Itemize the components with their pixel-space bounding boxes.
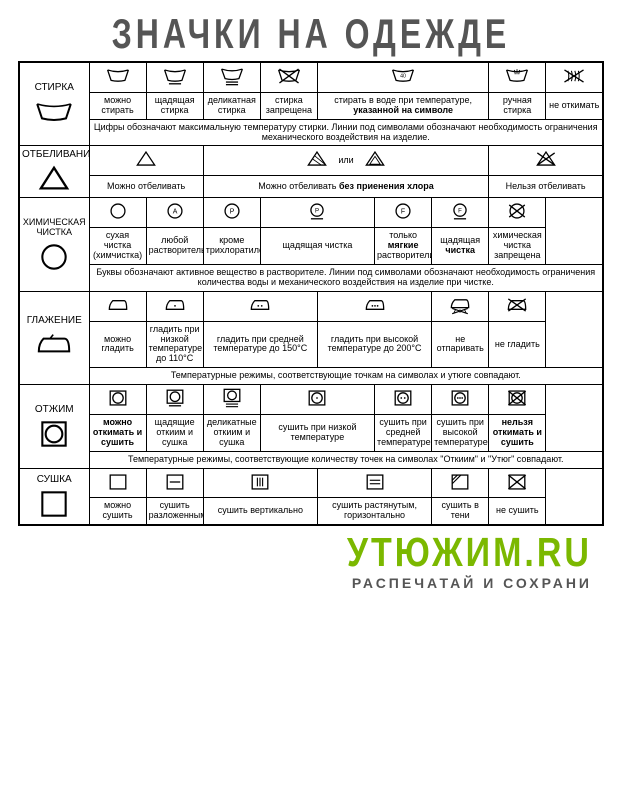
bleach-nocl-icon: или [203, 146, 489, 176]
dry-icon-5 [489, 468, 546, 498]
spin-icon-3 [260, 385, 374, 415]
bleach-ok-icon [89, 146, 203, 176]
page-title: ЗНАЧКИ НА ОДЕЖДЕ [18, 10, 604, 58]
spin-label-4: сушить при средней температуре [375, 415, 432, 452]
bleach-label-2: Нельзя отбеливать [489, 176, 603, 198]
iron-icon-4 [432, 291, 489, 321]
wash-label-5: ручная стирка [489, 92, 546, 119]
wash-label-0: можно стирать [89, 92, 146, 119]
wash-nowring-icon [546, 62, 603, 92]
svg-text:F: F [401, 209, 405, 216]
svg-text:40: 40 [400, 74, 406, 80]
symbols-table: СТИРКА 40 можно стирать щадящая стирка д… [18, 61, 604, 526]
svg-text:P: P [229, 209, 234, 216]
dc-label-0: сухая чистка (химчистка) [89, 228, 146, 265]
dry-icon-0 [89, 468, 146, 498]
dc-icon-3: P [260, 198, 374, 228]
dry-label-2: сушить вертикально [203, 498, 317, 525]
wash-gentle-icon [146, 62, 203, 92]
iron-label-5: не гладить [489, 321, 546, 368]
row-header-spin: ОТЖИМ [19, 385, 89, 468]
wash-ok-icon [89, 62, 146, 92]
wash-label-4: стирать в воде при температуре,указанной… [317, 92, 488, 119]
iron-icon-2 [203, 291, 317, 321]
spin-icon-5 [432, 385, 489, 415]
dc-note: Буквы обозначают активное вещество в рас… [89, 265, 603, 292]
spin-icon-1 [146, 385, 203, 415]
svg-text:P: P [315, 209, 319, 215]
spin-note: Температурные режимы, соответствующие ко… [89, 451, 603, 468]
svg-text:F: F [458, 209, 462, 215]
dry-icon-2 [203, 468, 317, 498]
wash-label-3: стирка запрещена [260, 92, 317, 119]
dc-label-6: химическая чистка запрещена [489, 228, 546, 265]
dry-label-1: сушить разложенным [146, 498, 203, 525]
spin-label-1: щадящие откиим и сушка [146, 415, 203, 452]
dc-label-3: щадящая чистка [260, 228, 374, 265]
dry-label-3: сушить растянутым, горизонтально [317, 498, 431, 525]
dc-icon-5: F [432, 198, 489, 228]
wash-icon [22, 97, 87, 127]
bleach-label-1: Можно отбеливать без приенения хлора [203, 176, 489, 198]
svg-text:A: A [172, 209, 177, 216]
row-header-bleach: ОТБЕЛИВАНИЕ [19, 146, 89, 198]
dc-icon-0 [89, 198, 146, 228]
wash-delicate-icon [203, 62, 260, 92]
iron-icon-3 [317, 291, 431, 321]
wash-label-2: деликатная стирка [203, 92, 260, 119]
iron-icon-1 [146, 291, 203, 321]
footer: УТЮЖИМ.RU РАСПЕЧАТАЙ И СОХРАНИ [18, 534, 604, 591]
iron-icon [22, 330, 87, 360]
dry-icon-1 [146, 468, 203, 498]
dry-label-0: можно сушить [89, 498, 146, 525]
iron-icon-5 [489, 291, 546, 321]
iron-label-2: гладить при средней температуре до 150°C [203, 321, 317, 368]
dc-label-4: только мягкие растворители [375, 228, 432, 265]
spin-label-6: нельзя откимать и сушить [489, 415, 546, 452]
row-header-wash: СТИРКА [19, 62, 89, 146]
dc-icon-4: F [375, 198, 432, 228]
dry-icon [22, 489, 87, 519]
spin-icon-0 [89, 385, 146, 415]
footer-url: УТЮЖИМ.RU [18, 530, 592, 577]
wash-hand-icon [489, 62, 546, 92]
footer-sub: РАСПЕЧАТАЙ И СОХРАНИ [18, 575, 592, 591]
iron-icon-0 [89, 291, 146, 321]
dry-icon-3 [317, 468, 431, 498]
spin-icon [22, 419, 87, 449]
wash-note: Цифры обозначают максимальную температур… [89, 119, 603, 146]
dry-label-5: не сушить [489, 498, 546, 525]
bleach-no-icon [489, 146, 603, 176]
iron-label-1: гладить при низкой температуре до 110°C [146, 321, 203, 368]
spin-label-2: деликатные откиим и сушка [203, 415, 260, 452]
iron-label-3: гладить при высокой температуре до 200°C [317, 321, 431, 368]
row-header-iron: ГЛАЖЕНИЕ [19, 291, 89, 384]
bleach-icon [22, 164, 87, 194]
iron-note: Температурные режимы, соответствующие то… [89, 368, 603, 385]
spin-label-0: можно откимать и сушить [89, 415, 146, 452]
dryclean-icon [22, 242, 87, 272]
iron-label-4: не отпаривать [432, 321, 489, 368]
iron-label-0: можно гладить [89, 321, 146, 368]
dc-label-2: кроме трихлоратилена [203, 228, 260, 265]
dry-icon-4 [432, 468, 489, 498]
wash-label-1: щадящая стирка [146, 92, 203, 119]
wash-label-6: не откимать [546, 92, 603, 119]
wash-no-icon [260, 62, 317, 92]
row-header-dryclean: ХИМИЧЕСКАЯ ЧИСТКА [19, 198, 89, 291]
row-header-dry: СУШКА [19, 468, 89, 525]
dc-icon-6 [489, 198, 546, 228]
spin-label-3: сушить при низкой температуре [260, 415, 374, 452]
spin-icon-6 [489, 385, 546, 415]
spin-icon-4 [375, 385, 432, 415]
dc-label-1: любой растворитель [146, 228, 203, 265]
dc-label-5: щадящаячистка [432, 228, 489, 265]
spin-label-5: сушить при высокой температуре [432, 415, 489, 452]
wash-temp-icon: 40 [317, 62, 488, 92]
bleach-label-0: Можно отбеливать [89, 176, 203, 198]
dry-label-4: сушить в тени [432, 498, 489, 525]
dc-icon-2: P [203, 198, 260, 228]
spin-icon-2 [203, 385, 260, 415]
dc-icon-1: A [146, 198, 203, 228]
